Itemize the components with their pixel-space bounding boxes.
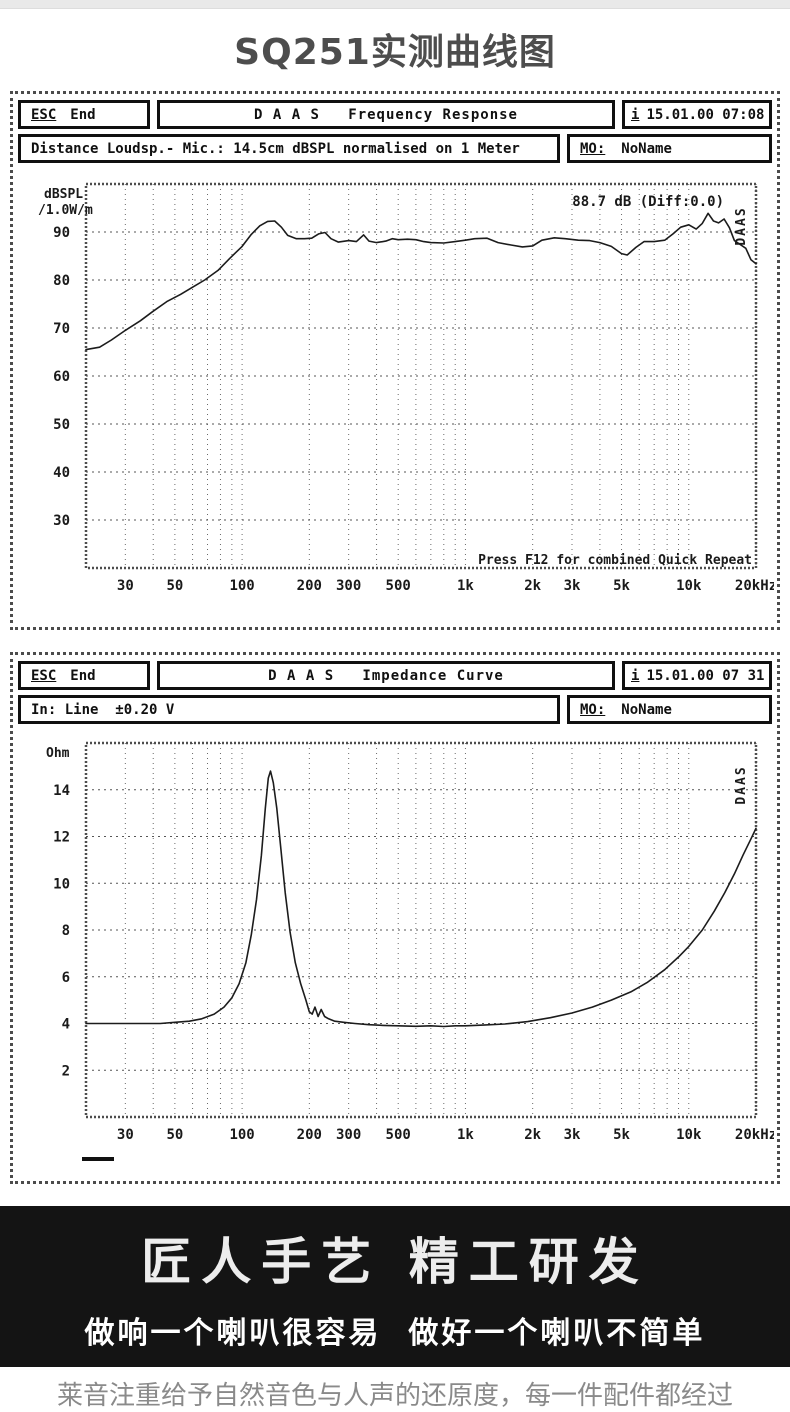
footnote-partial-text: 莱音注重给予自然音色与人声的还原度，每一件配件都经过 <box>56 1381 733 1411</box>
svg-text:500: 500 <box>386 578 411 594</box>
timestamp-box: i 15.01.00 07 31 <box>622 661 772 690</box>
page-title: SQ251实测曲线图 <box>234 32 556 73</box>
y-axis-unit-line1: dBSPL <box>44 187 83 202</box>
svg-text:2: 2 <box>62 1063 70 1079</box>
timestamp: 15.01.00 07 31 <box>646 667 765 684</box>
svg-text:4: 4 <box>62 1017 70 1033</box>
svg-text:300: 300 <box>336 578 361 594</box>
svg-text:3k: 3k <box>564 1127 581 1143</box>
mo-value: NoName <box>621 140 672 157</box>
svg-text:8: 8 <box>62 923 70 939</box>
svg-text:2k: 2k <box>524 578 541 594</box>
mo-box: MO: NoName <box>567 695 772 724</box>
esc-key-label: ESC <box>31 667 57 684</box>
impedance-curve-plot: 2 4 6 8 10 12 14 30 50 100 200 300 500 1k 2k 3k 5k 10k 20k… <box>18 729 777 1173</box>
end-label: End <box>70 667 96 684</box>
svg-text:30: 30 <box>117 578 134 594</box>
svg-text:30: 30 <box>117 1127 134 1143</box>
slogan-sub: 做响一个喇叭很容易 做好一个喇叭不简单 <box>84 1315 706 1351</box>
mo-label: MO: <box>580 140 606 157</box>
window-titlebar: ESC End D A A S Impedance Curve i 15.01.… <box>18 661 772 690</box>
svg-text:2k: 2k <box>524 1127 541 1143</box>
slogan-main: 匠人手艺 精工研发 <box>141 1232 649 1291</box>
svg-text:10k: 10k <box>676 578 702 594</box>
svg-text:5k: 5k <box>613 1127 630 1143</box>
daas-logo: DAAS <box>734 765 749 804</box>
timestamp: 15.01.00 07:08 <box>646 106 765 123</box>
svg-text:20kHz: 20kHz <box>735 1127 774 1143</box>
svg-text:3k: 3k <box>564 578 581 594</box>
svg-text:300: 300 <box>336 1127 361 1143</box>
top-divider <box>0 0 790 9</box>
cursor-dash <box>82 1157 114 1161</box>
svg-text:20kHz: 20kHz <box>735 578 774 594</box>
mo-label: MO: <box>580 701 606 718</box>
sensitivity-readout: 88.7 dB (Diff:0.0) <box>572 194 724 210</box>
measurement-info: Distance Loudsp.- Mic.: 14.5cm dBSPL nor… <box>18 134 560 163</box>
svg-text:30: 30 <box>53 513 70 529</box>
svg-text:6: 6 <box>62 970 70 986</box>
svg-text:200: 200 <box>297 578 322 594</box>
svg-text:14: 14 <box>53 783 70 799</box>
svg-text:50: 50 <box>53 417 70 433</box>
frequency-response-plot: 30 40 50 60 70 80 90 30 50 100 200 300 500 1k 2k 3k 5k 10… <box>18 168 777 619</box>
measurement-info: In: Line ±0.20 V <box>18 695 560 724</box>
info-key-label: i <box>631 667 640 684</box>
window-titlebar: ESC End D A A S Frequency Response i 15.… <box>18 100 772 129</box>
info-key-label: i <box>631 106 640 123</box>
svg-text:50: 50 <box>166 578 183 594</box>
esc-end-button[interactable]: ESC End <box>18 661 150 690</box>
window-infobar: In: Line ±0.20 V MO: NoName <box>18 695 772 724</box>
svg-text:10: 10 <box>53 876 70 892</box>
svg-text:200: 200 <box>297 1127 322 1143</box>
end-label: End <box>70 106 96 123</box>
svg-text:12: 12 <box>53 830 70 846</box>
mo-box: MO: NoName <box>567 134 772 163</box>
window-title: D A A S Frequency Response <box>157 100 615 129</box>
svg-text:10k: 10k <box>676 1127 702 1143</box>
impedance-curve-chart: 2 4 6 8 10 12 14 30 50 100 200 300 500 1k 2k 3k 5k 10k 20k… <box>46 741 777 1161</box>
svg-text:1k: 1k <box>457 578 474 594</box>
y-axis-unit-line1: Ohm <box>46 746 70 761</box>
svg-text:5k: 5k <box>613 578 630 594</box>
press-f12-hint: Press F12 for combined Quick Repeat <box>478 553 752 568</box>
window-title: D A A S Impedance Curve <box>157 661 615 690</box>
esc-key-label: ESC <box>31 106 57 123</box>
svg-text:80: 80 <box>53 273 70 289</box>
svg-text:100: 100 <box>229 578 254 594</box>
esc-end-button[interactable]: ESC End <box>18 100 150 129</box>
frequency-response-chart: 30 40 50 60 70 80 90 30 50 100 200 300 500 1k 2k 3k 5k 10… <box>38 182 777 594</box>
svg-text:1k: 1k <box>457 1127 474 1143</box>
svg-text:100: 100 <box>229 1127 254 1143</box>
daas-logo: DAAS <box>734 206 749 245</box>
slogan-banner: 匠人手艺 精工研发 做响一个喇叭很容易 做好一个喇叭不简单 <box>0 1206 790 1367</box>
svg-text:40: 40 <box>53 465 70 481</box>
svg-text:90: 90 <box>53 225 70 241</box>
svg-text:500: 500 <box>386 1127 411 1143</box>
window-infobar: Distance Loudsp.- Mic.: 14.5cm dBSPL nor… <box>18 134 772 163</box>
y-axis-unit-line2: /1.0W/m <box>38 203 93 218</box>
svg-text:60: 60 <box>53 369 70 385</box>
svg-text:70: 70 <box>53 321 70 337</box>
daas-frequency-response-window: ESC End D A A S Frequency Response i 15.… <box>10 91 780 630</box>
daas-impedance-curve-window: ESC End D A A S Impedance Curve i 15.01.… <box>10 652 780 1184</box>
svg-text:50: 50 <box>166 1127 183 1143</box>
timestamp-box: i 15.01.00 07:08 <box>622 100 772 129</box>
mo-value: NoName <box>621 701 672 718</box>
